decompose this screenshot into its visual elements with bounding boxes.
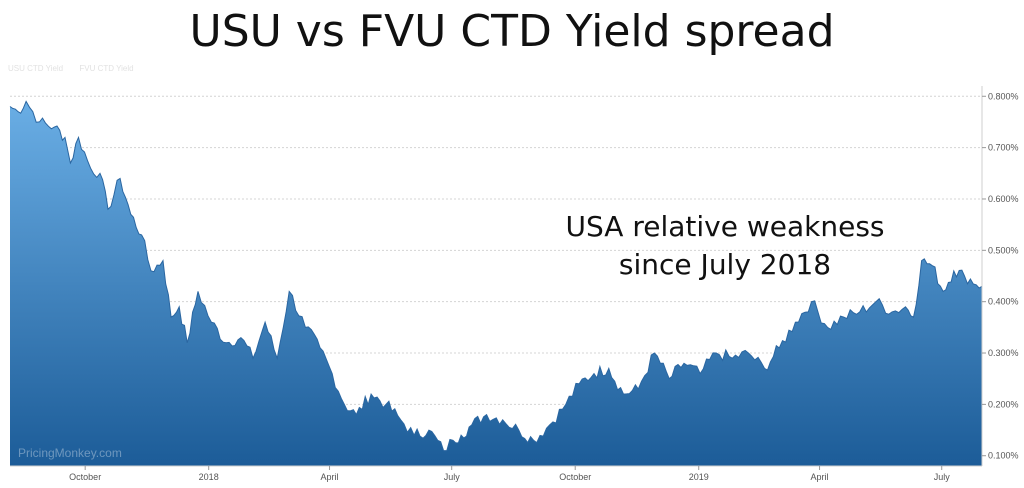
x-tick-label: October [559,472,591,482]
annotation-line-1: USA relative weakness [565,210,885,243]
y-tick-label: 0.200% [988,399,1019,409]
y-tick-label: 0.100% [988,451,1019,461]
x-tick-label: July [444,472,461,482]
spread-area [10,101,982,467]
x-tick-label: 2019 [689,472,709,482]
x-tick-label: April [321,472,339,482]
x-axis: October 2018 April July October 2019 April July [69,466,950,482]
annotation-line-2: since July 2018 [618,248,832,281]
legend-item-usu[interactable]: USU CTD Yield [8,64,64,73]
x-tick-label: 2018 [199,472,219,482]
y-tick-label: 0.300% [988,348,1019,358]
y-axis: 0.100% 0.200% 0.300% 0.400% 0.500% 0.600% 0.70… [982,91,1019,461]
legend-item-fvu[interactable]: FVU CTD Yield [79,64,134,73]
x-tick-label: April [811,472,829,482]
legend: USU CTD Yield FVU CTD Yield [8,64,148,73]
x-tick-label: October [69,472,101,482]
annotation: USA relative weakness since July 2018 [540,208,910,284]
watermark: PricingMonkey.com [18,446,122,460]
x-tick-label: July [934,472,951,482]
spread-line [9,100,983,452]
y-tick-label: 0.700% [988,143,1019,153]
y-tick-label: 0.400% [988,297,1019,307]
y-tick-label: 0.600% [988,194,1019,204]
chart-title: USU vs FVU CTD Yield spread [189,6,835,57]
y-tick-label: 0.500% [988,245,1019,255]
y-tick-label: 0.800% [988,91,1019,101]
